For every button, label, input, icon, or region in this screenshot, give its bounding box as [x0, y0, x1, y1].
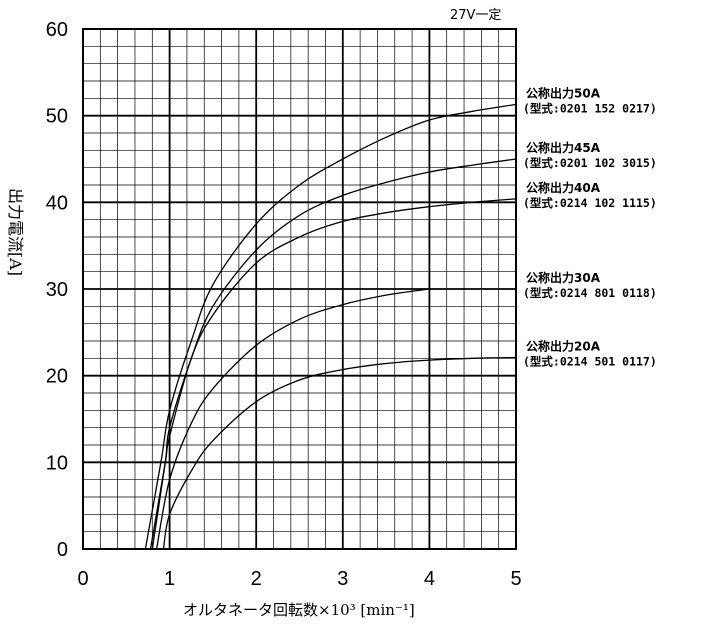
- voltage-note: 27V一定: [450, 8, 501, 23]
- series-model-label: (型式:0214 501 0117): [523, 354, 657, 368]
- y-tick-label: 40: [46, 192, 68, 214]
- x-tick-label: 5: [510, 568, 521, 590]
- y-tick-label: 10: [46, 452, 68, 474]
- x-tick-labels: 0 1 2 3 4 5: [77, 568, 521, 590]
- series-model-label: (型式:0201 102 3015): [523, 156, 657, 170]
- y-tick-label: 50: [46, 106, 68, 128]
- x-tick-label: 3: [337, 568, 348, 590]
- x-tick-label: 2: [251, 568, 262, 590]
- series-model-label: (型式:0201 152 0217): [523, 101, 657, 115]
- y-axis-label: 出力電流[A]: [6, 188, 25, 276]
- series-model-label: (型式:0214 102 1115): [523, 196, 657, 210]
- x-tick-label: 4: [424, 568, 435, 590]
- series-line: [149, 198, 517, 550]
- y-tick-label: 0: [57, 539, 68, 561]
- series-line: [155, 288, 430, 550]
- y-tick-label: 60: [46, 19, 68, 41]
- series-name-label: 公称出力30A: [526, 270, 601, 285]
- series-labels: 公称出力50A(型式:0201 152 0217) 公称出力45A(型式:0201…: [523, 85, 657, 368]
- series-name-label: 公称出力45A: [526, 140, 601, 155]
- series-model-label: (型式:0214 801 0118): [523, 286, 657, 300]
- series-line: [162, 356, 517, 550]
- y-tick-label: 30: [46, 279, 68, 301]
- plot-frame: [82, 28, 517, 550]
- x-tick-label: 0: [77, 568, 88, 590]
- x-axis-label: オルタネータ回転数×10³ [min⁻¹]: [183, 601, 415, 619]
- series-name-label: 公称出力40A: [526, 180, 601, 195]
- series-name-label: 公称出力50A: [526, 85, 601, 100]
- series-line: [144, 103, 517, 550]
- y-tick-label: 20: [46, 366, 68, 388]
- x-tick-label: 1: [164, 568, 175, 590]
- grid-major-lines: [83, 29, 516, 549]
- y-tick-labels: 0 10 20 30 40 50 60: [46, 19, 68, 561]
- series-line: [151, 158, 517, 550]
- series-name-label: 公称出力20A: [526, 338, 601, 353]
- series-curves: [144, 103, 517, 550]
